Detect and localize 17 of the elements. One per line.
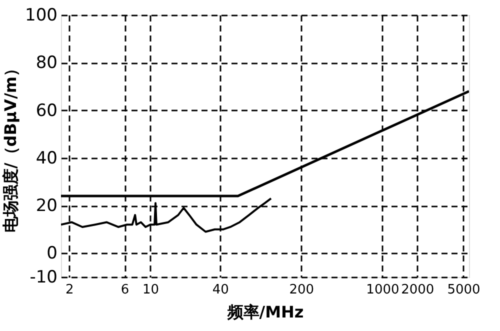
y-tick-label: 60 xyxy=(36,100,58,121)
y-tick-label: -10 xyxy=(30,268,58,288)
x-tick-label: 1000 xyxy=(366,282,400,298)
y-tick-label: 20 xyxy=(36,196,58,216)
y-tick-label: 100 xyxy=(25,6,58,26)
x-tick-label: 2000 xyxy=(401,282,434,298)
y-axis-title: 电场强度/（dBμV/m） xyxy=(1,60,20,233)
x-tick-label: 40 xyxy=(212,282,229,298)
x-tick-label: 200 xyxy=(289,282,314,298)
y-tick-label: 40 xyxy=(36,148,58,168)
x-tick-label: 6 xyxy=(120,282,130,298)
y-tick-label: 0 xyxy=(46,244,58,264)
y-tick-label: 80 xyxy=(36,53,58,74)
x-tick-label: 2 xyxy=(66,282,74,298)
x-tick-label: 5000 xyxy=(447,282,480,298)
x-axis-title: 频率/MHz xyxy=(226,302,304,322)
x-tick-label: 10 xyxy=(142,282,160,298)
